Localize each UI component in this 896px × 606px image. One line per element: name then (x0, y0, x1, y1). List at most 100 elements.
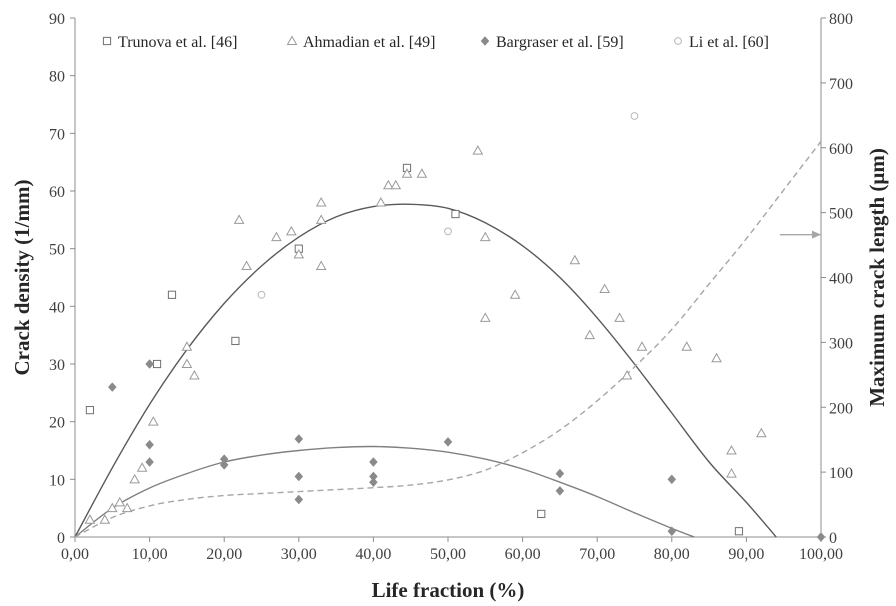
data-point (667, 474, 677, 485)
y2-tick-label: 0 (829, 530, 837, 547)
data-point (555, 468, 565, 479)
y2-tick-label: 700 (829, 76, 853, 93)
y2-tick-label: 300 (829, 335, 853, 352)
data-point (145, 457, 154, 467)
series-2 (84, 145, 767, 524)
data-point (136, 462, 148, 472)
fit-curve-2 (74, 445, 695, 538)
data-point (257, 290, 266, 299)
x-tick-label: 70,00 (579, 546, 615, 563)
fit-curve-3 (74, 140, 822, 538)
data-point (734, 527, 744, 536)
legend-marker (480, 36, 490, 46)
y-tick-label: 40 (49, 299, 65, 316)
x-tick-label: 60,00 (505, 546, 541, 563)
data-point (189, 370, 200, 380)
x-tick-label: 50,00 (430, 546, 466, 563)
legend-marker (286, 35, 298, 45)
y2-tick-label: 500 (829, 206, 853, 223)
data-point (726, 468, 737, 478)
y-tick-label: 10 (49, 472, 65, 489)
data-point (294, 494, 304, 505)
data-point (315, 214, 327, 224)
legend-label: Bargraser et al. [59] (496, 34, 624, 51)
data-point (99, 514, 111, 524)
data-point (152, 359, 162, 369)
annotation-arrow-head (812, 230, 821, 239)
x-tick-label: 10,00 (132, 546, 168, 563)
y-tick-label: 0 (57, 530, 65, 547)
data-point (145, 439, 154, 450)
y-tick-label: 20 (49, 415, 65, 432)
data-point (241, 260, 252, 270)
x-tick-label: 0,00 (61, 546, 89, 563)
legend-marker (674, 37, 682, 45)
y2-tick-label: 400 (829, 271, 853, 288)
data-point (121, 502, 133, 513)
data-point (107, 382, 117, 392)
x-tick-label: 30,00 (281, 546, 317, 563)
data-point (315, 260, 327, 270)
data-point (816, 532, 826, 542)
y2-axis-title: Maximum crack length (μm) (865, 148, 889, 407)
data-point (537, 509, 546, 519)
data-point (129, 473, 141, 484)
legend-marker (102, 36, 112, 46)
data-point (472, 145, 484, 155)
data-point (726, 444, 737, 455)
data-point (416, 168, 428, 178)
data-point (630, 112, 639, 120)
legend-label: Ahmadian et al. [49] (303, 34, 435, 51)
x-tick-label: 20,00 (206, 546, 242, 563)
fit-curves (74, 140, 822, 538)
data-point (219, 460, 229, 470)
data-point (390, 179, 402, 190)
y-tick-label: 30 (49, 357, 65, 374)
data-point (233, 214, 245, 224)
data-point (681, 341, 693, 351)
data-point (584, 329, 596, 340)
y-tick-label: 90 (49, 11, 65, 28)
data-point (114, 496, 126, 507)
x-tick-label: 40,00 (355, 546, 391, 563)
data-point (621, 370, 633, 380)
data-point (147, 416, 159, 426)
data-point (85, 406, 95, 415)
x-tick-label: 90,00 (728, 546, 764, 563)
y-tick-label: 50 (49, 242, 65, 259)
legend: Trunova et al. [46] Ahmadian et al. [49] B… (102, 34, 769, 51)
data-point (294, 434, 304, 444)
data-point (636, 341, 648, 351)
data-point (443, 436, 453, 447)
axes: 0,00 10,00 20,00 30,00 40,00 50,00 60,00 70,00 8… (49, 11, 853, 563)
data-point (479, 231, 491, 242)
data-point (711, 352, 722, 363)
data-point (315, 197, 327, 207)
legend-label: Li et al. [60] (689, 34, 769, 51)
data-point (667, 526, 677, 537)
data-point (555, 485, 565, 496)
y2-tick-label: 800 (829, 11, 853, 28)
y2-tick-label: 600 (829, 141, 853, 158)
data-point (569, 254, 581, 265)
data-point (369, 477, 378, 488)
data-point (106, 502, 118, 513)
data-point (369, 457, 378, 467)
data-point (451, 209, 460, 219)
y-tick-label: 60 (49, 184, 65, 201)
data-point (479, 312, 491, 322)
fit-curve-1 (74, 203, 777, 538)
data-points (84, 112, 826, 542)
data-point (755, 427, 767, 438)
data-point (181, 341, 193, 351)
data-point (375, 197, 387, 207)
y2-tick-label: 100 (829, 465, 853, 482)
data-point (382, 179, 394, 190)
data-point (444, 227, 452, 236)
data-point (293, 248, 305, 259)
x-tick-label: 80,00 (654, 546, 690, 563)
data-point (181, 358, 193, 368)
series-3 (107, 359, 826, 542)
x-tick-label: 100,00 (799, 546, 843, 563)
